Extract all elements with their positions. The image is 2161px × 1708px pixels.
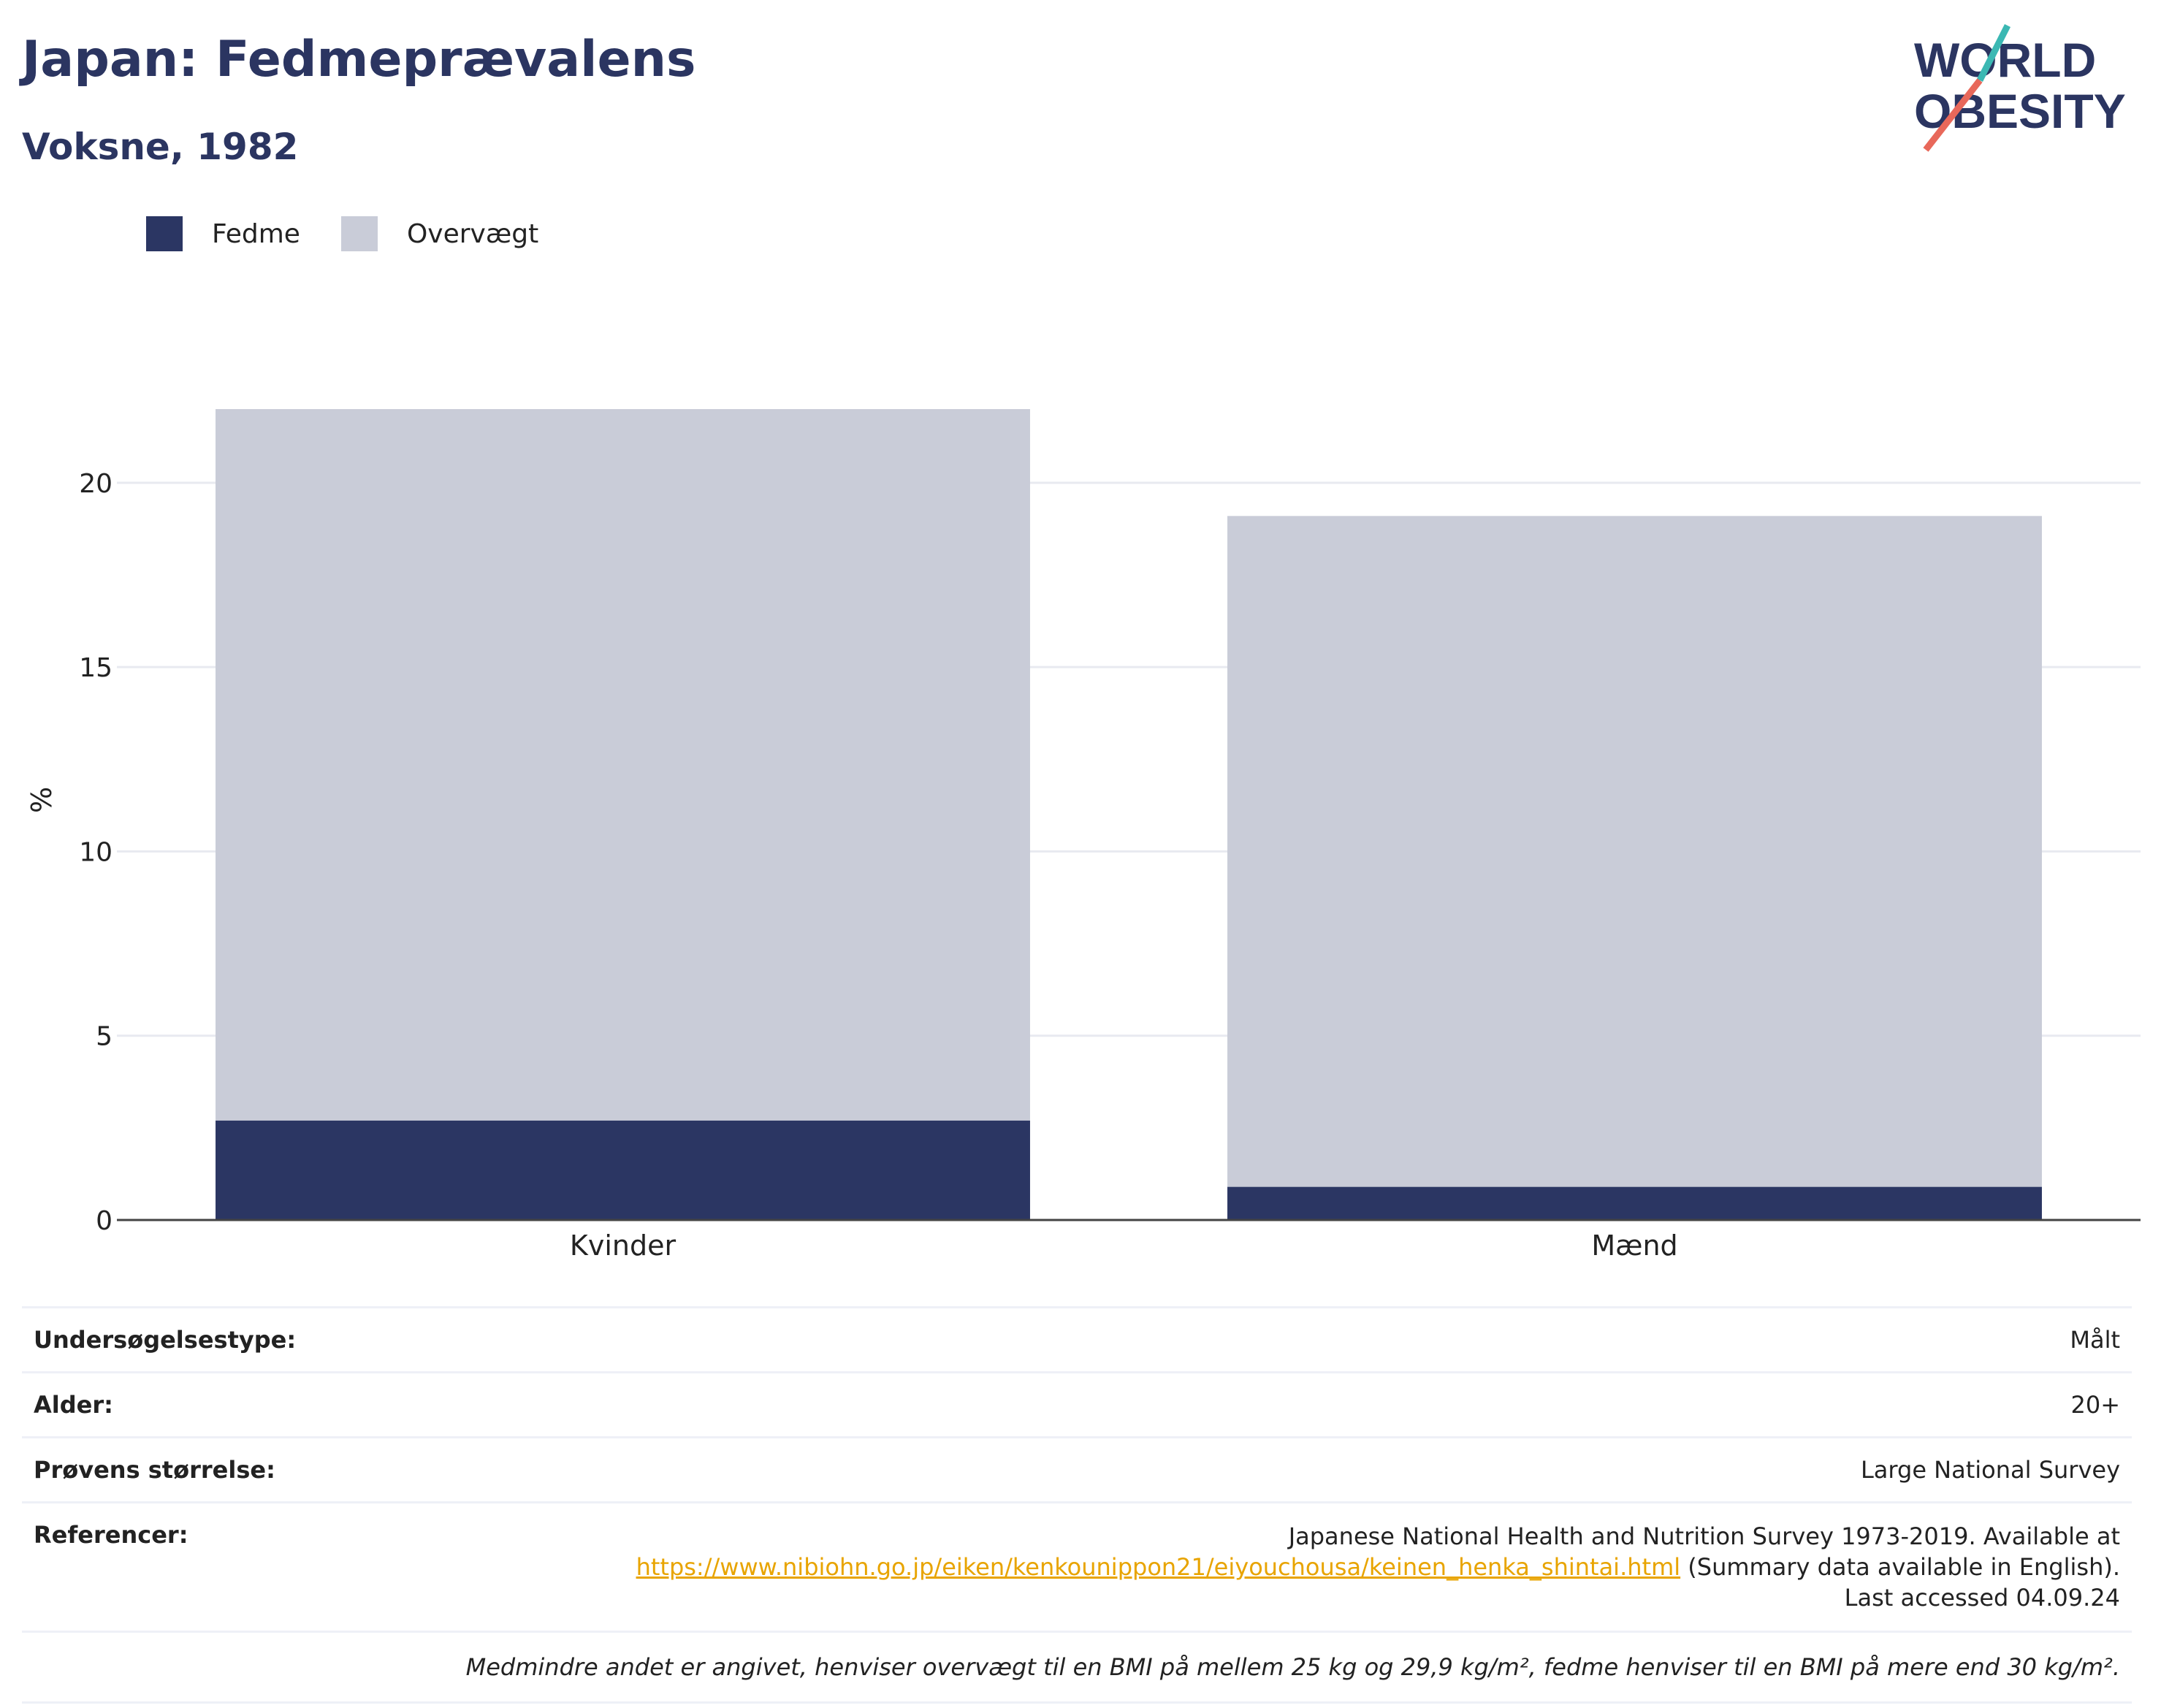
- legend-swatch-overvaegt: [340, 216, 378, 251]
- x-tick-label: Kvinder: [570, 1229, 676, 1262]
- y-tick-label: 5: [96, 1022, 113, 1052]
- logo-slash-bottom: [1923, 78, 1983, 152]
- sample-label: Prøvens størrelse:: [34, 1456, 275, 1484]
- meta-row-references: Referencer: Japanese National Health and…: [22, 1501, 2132, 1631]
- legend-item-fedme[interactable]: Fedme: [146, 216, 300, 251]
- survey-type-value: Målt: [2070, 1326, 2120, 1354]
- age-label: Alder:: [34, 1391, 113, 1419]
- legend-swatch-fedme: [146, 216, 183, 251]
- references-text-1: Japanese National Health and Nutrition S…: [1288, 1522, 2120, 1550]
- metadata-table: Undersøgelsestype: Målt Alder: 20+ Prøve…: [22, 1306, 2132, 1704]
- world-obesity-logo: WORLD OBESITY: [1914, 23, 2126, 152]
- meta-row-age: Alder: 20+: [22, 1371, 2132, 1436]
- sample-value: Large National Survey: [1860, 1456, 2120, 1484]
- y-tick-label: 15: [79, 653, 113, 683]
- bar-chart: 0 5 10 15 20% Kvinder Mænd: [26, 409, 2141, 1262]
- bar-overv-gt-2: [1227, 516, 2042, 1187]
- definition-note: Medmindre andet er angivet, henviser ove…: [22, 1631, 2132, 1704]
- bar-fedme-2: [1227, 1186, 2042, 1220]
- legend-label-overvaegt: Overvægt: [406, 218, 539, 249]
- y-tick-label: 20: [79, 469, 113, 499]
- references-label: Referencer:: [34, 1521, 188, 1549]
- chart-legend: Fedme Overvægt: [146, 216, 579, 251]
- page-title: Japan: Fedmeprævalens: [22, 31, 696, 88]
- references-value: Japanese National Health and Nutrition S…: [622, 1521, 2120, 1613]
- y-tick-label: 0: [96, 1206, 113, 1236]
- age-value: 20+: [2070, 1391, 2120, 1419]
- meta-row-sample: Prøvens størrelse: Large National Survey: [22, 1436, 2132, 1501]
- survey-type-label: Undersøgelsestype:: [34, 1326, 297, 1354]
- bar-fedme-1: [216, 1120, 1030, 1220]
- legend-item-overvaegt[interactable]: Overvægt: [340, 216, 539, 251]
- references-text-2: (Summary data available in English). Las…: [1680, 1553, 2120, 1612]
- references-link[interactable]: https://www.nibiohn.go.jp/eiken/kenkouni…: [636, 1553, 1681, 1581]
- logo-line2: OBESITY: [1914, 84, 2126, 138]
- page-subtitle: Voksne, 1982: [22, 126, 299, 168]
- legend-label-fedme: Fedme: [212, 218, 300, 249]
- logo-slash-top: [1976, 23, 2011, 83]
- bar-overv-gt-1: [216, 409, 1030, 1121]
- meta-row-survey-type: Undersøgelsestype: Målt: [22, 1306, 2132, 1371]
- x-tick-label: Mænd: [1591, 1229, 1677, 1262]
- logo-line1: WORLD: [1914, 33, 2096, 87]
- y-tick-label: 10: [79, 837, 113, 867]
- y-axis-label: %: [26, 787, 58, 813]
